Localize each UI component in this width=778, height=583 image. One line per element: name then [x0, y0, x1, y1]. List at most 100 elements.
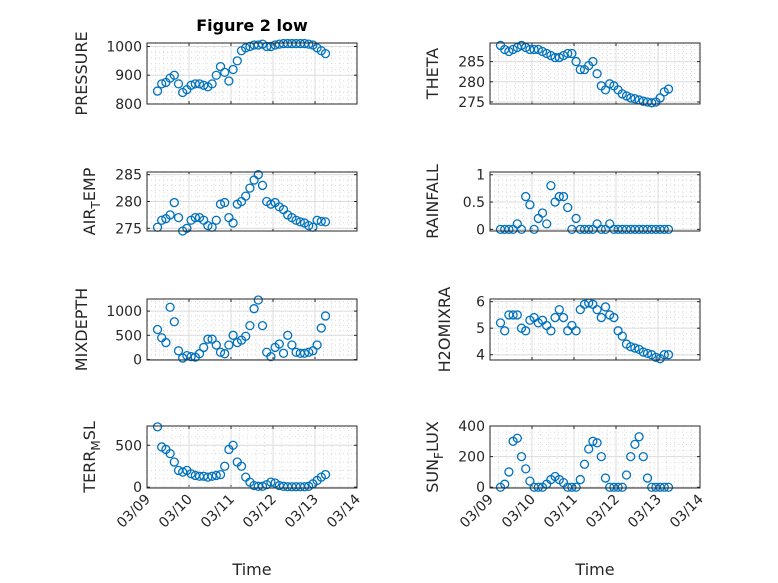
data-point [563, 202, 573, 213]
data-point [495, 318, 506, 328]
y-tick-label: 0 [476, 222, 485, 238]
y-tick-label: 1 [476, 168, 485, 184]
data-point [194, 349, 205, 359]
y-tick-label: 200 [458, 450, 485, 466]
y-axis-label: MIXDEPTH [72, 288, 91, 371]
y-axis-label: SUNFLUX [423, 421, 446, 493]
data-point [266, 351, 276, 362]
data-point [257, 180, 268, 191]
y-tick-label: 280 [115, 195, 142, 211]
data-point [266, 477, 276, 487]
data-point [529, 44, 539, 55]
data-point [241, 43, 251, 53]
data-point [312, 215, 322, 225]
data-point [320, 217, 331, 227]
axes-box [146, 42, 358, 105]
data-point [203, 472, 213, 482]
data-point [554, 191, 564, 202]
data-point [157, 79, 167, 89]
data-point [245, 320, 255, 331]
subplot-theta: 275 280 285 THETA [423, 40, 701, 111]
data-point [211, 215, 221, 225]
data-point [241, 331, 251, 341]
data-point [266, 199, 276, 209]
data-point [215, 199, 226, 209]
data-point [592, 304, 602, 315]
data-point [207, 471, 217, 481]
data-point [651, 352, 661, 362]
data-point [161, 337, 171, 348]
data-point [241, 191, 251, 201]
axes-box [146, 171, 358, 232]
subplot-air-temp: 275 280 285 AIRTEMP [80, 167, 358, 237]
data-point [537, 208, 548, 218]
data-point [659, 224, 669, 235]
y-tick-label: 800 [115, 97, 142, 113]
data-point [516, 224, 527, 235]
axes-box [489, 298, 701, 361]
data-point [236, 461, 247, 471]
data-point [659, 350, 669, 360]
data-point [291, 215, 301, 225]
y-tick-label: 285 [115, 168, 142, 184]
data-point [596, 224, 606, 235]
data-point [316, 216, 326, 226]
data-point [224, 340, 234, 350]
data-point [626, 451, 636, 462]
data-point [642, 348, 653, 359]
data-point [642, 473, 653, 483]
data-point [596, 451, 606, 462]
data-point [558, 312, 569, 323]
data-point [638, 451, 648, 462]
data-point [220, 461, 230, 471]
data-point [169, 317, 179, 327]
data-point [190, 212, 200, 223]
data-point [228, 218, 238, 228]
data-point [600, 473, 611, 483]
data-point [630, 439, 640, 450]
x-axis-label: Time [574, 560, 614, 579]
data-point [638, 96, 648, 106]
data-point [173, 346, 184, 356]
data-point [663, 224, 674, 235]
data-point [525, 476, 535, 486]
data-point [571, 213, 581, 224]
data-point [613, 482, 623, 492]
data-point [253, 295, 263, 305]
data-point [571, 56, 581, 67]
data-point [215, 347, 226, 357]
data-point [609, 312, 619, 323]
subplot-pressure: 800 900 1000 PRESSURE [72, 31, 358, 116]
y-tick-label: 1000 [106, 304, 142, 320]
subplot-rainfall: 0 0.5 1 RAINFALL [423, 164, 701, 239]
data-point [533, 482, 543, 492]
y-axis-label: TERRMSL [80, 421, 103, 494]
data-point [211, 340, 221, 350]
data-point [504, 224, 514, 235]
data-point [575, 65, 585, 75]
data-point [584, 224, 594, 235]
data-point [521, 326, 531, 336]
y-axis-label: PRESSURE [72, 31, 91, 115]
data-point [211, 70, 221, 80]
data-point [173, 79, 184, 89]
plot-area [490, 172, 700, 231]
data-point [320, 311, 331, 321]
data-point [516, 451, 527, 462]
x-axis-label: Time [231, 560, 271, 579]
data-point [299, 482, 310, 492]
data-point [182, 223, 192, 233]
data-point [169, 457, 179, 467]
subplot-h2omixra: 4 5 6 H2OMIXRA [435, 287, 701, 372]
data-point [173, 212, 184, 223]
data-point [663, 84, 674, 94]
y-tick-label: 5 [476, 321, 485, 337]
data-point [500, 326, 510, 336]
data-point [245, 183, 255, 193]
data-point [249, 304, 259, 314]
data-point [304, 347, 314, 357]
y-axis-label: RAINFALL [423, 164, 442, 239]
data-point [152, 422, 163, 432]
data-point [571, 326, 581, 336]
y-tick-label: 0 [476, 480, 485, 496]
